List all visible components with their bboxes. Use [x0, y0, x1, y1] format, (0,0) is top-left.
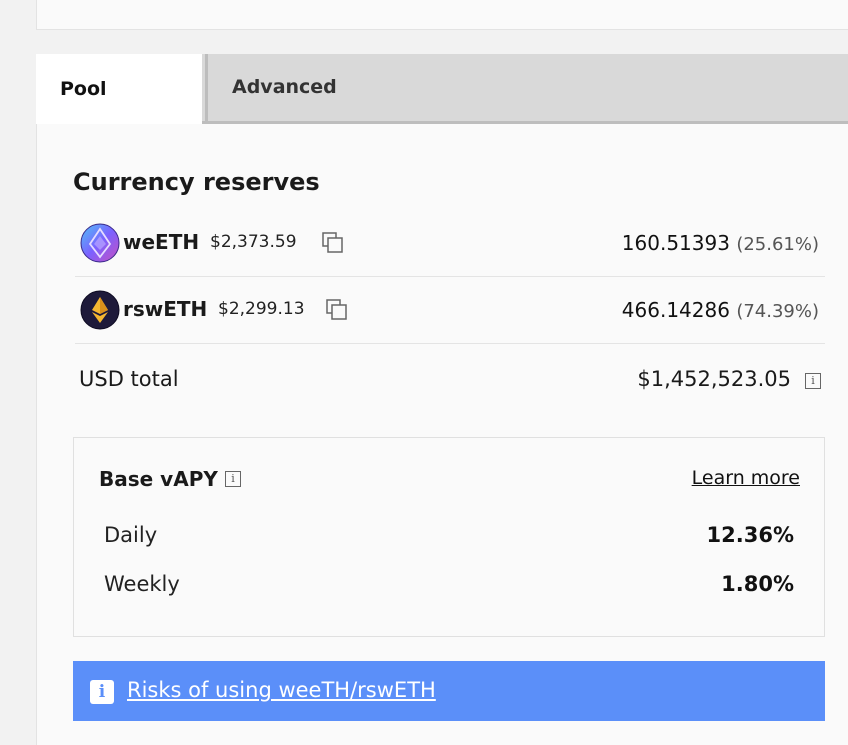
info-icon: i — [90, 680, 114, 704]
token-amount: 160.51393 (25.61%) — [622, 231, 819, 255]
previous-card — [36, 0, 848, 30]
info-icon[interactable]: i — [805, 373, 821, 389]
usd-total-label: USD total — [79, 367, 179, 391]
token-symbol: rswETH — [123, 297, 208, 321]
rsweth-token-icon — [80, 290, 120, 330]
apy-daily-value: 12.36% — [706, 523, 794, 547]
apy-weekly-label: Weekly — [104, 572, 180, 596]
risks-link[interactable]: Risks of using weeTH/rswETH — [127, 678, 436, 702]
usd-total-row: USD total $1,452,523.05 i — [79, 365, 821, 399]
copy-icon[interactable] — [322, 232, 344, 254]
apy-title: Base vAPY — [99, 467, 218, 491]
token-symbol: weETH — [123, 230, 200, 254]
token-amount-value: 466.14286 — [621, 298, 730, 322]
token-share: (74.39%) — [736, 301, 819, 322]
learn-more-link[interactable]: Learn more — [691, 467, 800, 489]
weeth-token-icon — [80, 223, 120, 263]
tab-bar: Pool Details Advanced — [36, 54, 848, 170]
token-amount: 466.14286 (74.39%) — [622, 298, 819, 322]
tab-advanced[interactable]: Advanced — [205, 54, 361, 121]
usd-total-value: $1,452,523.05 — [637, 367, 791, 391]
apy-weekly-value: 1.80% — [721, 572, 794, 596]
reserve-row: rswETH $2,299.13 466.14286 (74.39%) — [75, 277, 825, 344]
token-share: (25.61%) — [736, 234, 819, 255]
token-price: $2,373.59 — [210, 232, 297, 252]
section-title: Currency reserves — [73, 168, 320, 196]
apy-daily-label: Daily — [104, 523, 158, 547]
risk-banner: i Risks of using weeTH/rswETH — [73, 661, 825, 721]
tab-pool-details[interactable]: Pool Details — [36, 54, 202, 170]
token-price: $2,299.13 — [218, 299, 305, 319]
base-vapy-card: Base vAPY i Learn more Daily 12.36% Week… — [73, 437, 825, 637]
token-amount-value: 160.51393 — [621, 231, 730, 255]
pool-details-panel: Currency reserves weETH $2,373.59 160.51… — [36, 124, 848, 745]
info-icon[interactable]: i — [225, 471, 241, 487]
copy-icon[interactable] — [326, 299, 348, 321]
reserve-row: weETH $2,373.59 160.51393 (25.61%) — [75, 210, 825, 277]
